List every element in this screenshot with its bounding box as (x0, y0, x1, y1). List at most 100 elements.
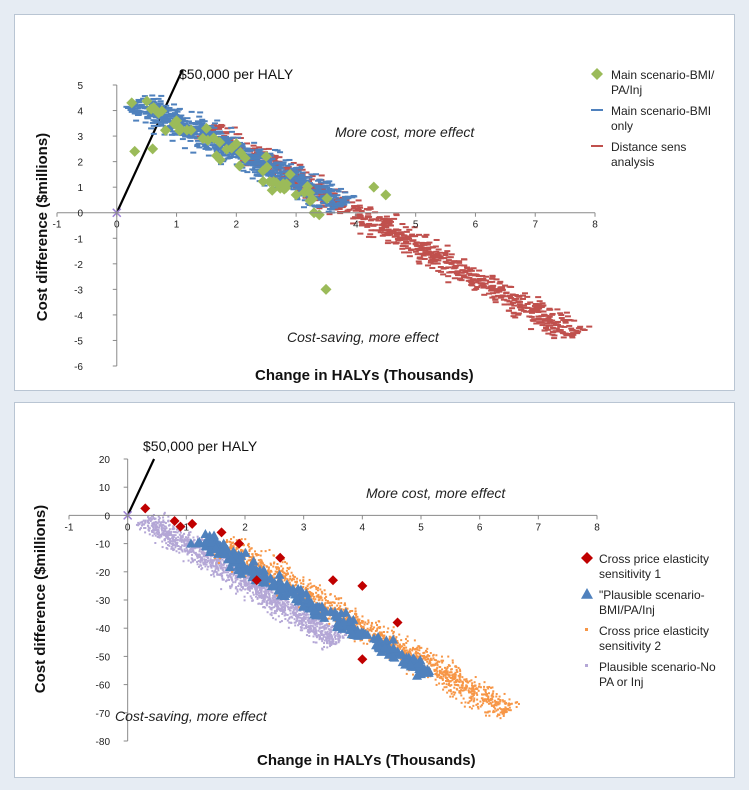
data-point (298, 180, 305, 183)
data-point (502, 284, 509, 287)
data-point (441, 682, 444, 685)
data-point (481, 293, 488, 296)
data-point (171, 536, 174, 539)
data-point (194, 145, 201, 148)
data-point (173, 539, 176, 542)
y-tick-label: -5 (74, 336, 83, 347)
data-point (392, 626, 395, 629)
data-point (426, 676, 429, 679)
data-point (162, 527, 165, 530)
data-point (307, 583, 310, 586)
data-point (282, 567, 285, 570)
data-point (480, 279, 487, 282)
data-point (246, 583, 249, 586)
data-point (161, 532, 164, 535)
data-point (387, 224, 394, 227)
data-point (319, 196, 326, 199)
data-point (464, 701, 467, 704)
data-point (271, 606, 274, 609)
data-point (436, 670, 439, 673)
data-point (171, 543, 174, 546)
data-point (266, 184, 278, 196)
data-point (172, 526, 175, 529)
data-point (229, 572, 232, 575)
data-point (273, 561, 276, 564)
data-point (304, 195, 316, 207)
data-point (246, 587, 249, 590)
data-point (286, 566, 289, 569)
data-point (482, 702, 485, 705)
data-point (461, 684, 464, 687)
data-point (511, 304, 518, 307)
data-point (176, 545, 179, 548)
data-point (299, 616, 302, 619)
data-point (321, 205, 328, 208)
data-point (318, 618, 321, 621)
data-point (280, 620, 283, 623)
data-point (327, 632, 330, 635)
data-point (156, 521, 159, 524)
data-point (394, 237, 401, 240)
data-point (276, 563, 279, 566)
data-point (287, 603, 290, 606)
data-point (148, 127, 155, 130)
data-point (415, 260, 422, 263)
data-point (285, 604, 288, 607)
data-point (188, 550, 191, 553)
data-point (444, 250, 451, 253)
data-point (492, 288, 499, 291)
data-point (317, 593, 320, 596)
data-point (166, 532, 169, 535)
data-point (313, 622, 316, 625)
data-point (376, 624, 379, 627)
data-point (195, 142, 202, 145)
data-point (446, 666, 449, 669)
data-point (289, 612, 292, 615)
data-point (327, 200, 334, 203)
data-point (491, 701, 494, 704)
data-point (234, 587, 237, 590)
data-point (446, 261, 453, 264)
data-point (461, 689, 464, 692)
data-point (216, 562, 219, 565)
data-point (507, 707, 510, 710)
data-point (280, 163, 287, 166)
data-point (574, 332, 581, 335)
data-point (318, 584, 321, 587)
data-point (384, 221, 391, 224)
data-point (311, 585, 314, 588)
data-point (473, 681, 476, 684)
data-point (333, 631, 336, 634)
data-point (306, 585, 309, 588)
data-point (468, 269, 475, 272)
data-point (418, 244, 425, 247)
data-point (561, 325, 568, 328)
data-point (174, 546, 177, 549)
data-point (299, 168, 306, 171)
data-point (393, 213, 400, 216)
data-point (510, 702, 513, 705)
data-point (243, 581, 246, 584)
data-point (315, 591, 318, 594)
data-point (502, 700, 505, 703)
data-point (144, 520, 147, 523)
data-point (498, 707, 501, 710)
data-point (495, 704, 498, 707)
data-point (197, 132, 209, 144)
data-point (283, 614, 286, 617)
data-point (181, 549, 184, 552)
data-point (386, 219, 393, 222)
data-point (329, 192, 336, 195)
data-point (479, 274, 486, 277)
data-point (270, 591, 273, 594)
data-point (484, 690, 487, 693)
data-point (271, 591, 274, 594)
data-point (304, 179, 311, 182)
data-point (296, 608, 299, 611)
data-point (487, 692, 490, 695)
data-point (438, 256, 445, 259)
data-point (257, 562, 260, 565)
data-point (487, 286, 494, 289)
data-point (196, 556, 199, 559)
data-point (248, 559, 251, 562)
